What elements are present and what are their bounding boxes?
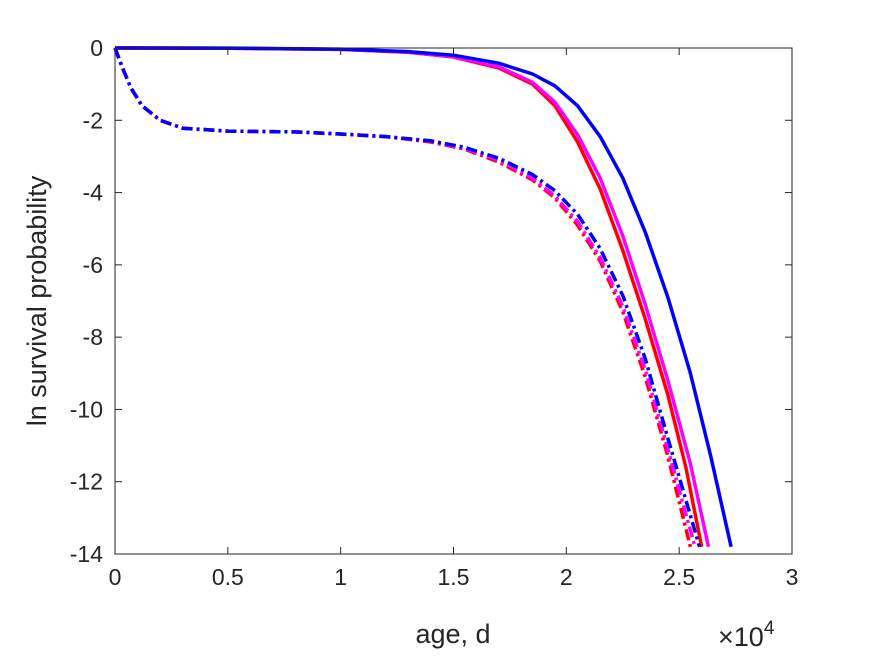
- x-tick-label-1: 0.5: [212, 564, 244, 590]
- y-tick-label-5: -10: [70, 396, 103, 422]
- x-tick-label-4: 2: [560, 564, 573, 590]
- series-line-6-dashdot: [113, 47, 702, 548]
- x-tick-label-5: 2.5: [663, 564, 695, 590]
- y-axis-label: ln survival probability: [22, 175, 52, 426]
- x-exponent-base: ×10: [718, 622, 764, 652]
- x-tick-label-2: 1: [334, 564, 347, 590]
- tick-layer: 0 0.5 1 1.5 2 2.5 3 0 -2 -4 -6 -8 -10 -12 -14: [70, 35, 799, 590]
- y-tick-label-4: -8: [83, 324, 103, 350]
- x-axis-label: age, d: [415, 619, 490, 649]
- x-tick-label-6: 3: [786, 564, 799, 590]
- series-line-3-solid: [114, 46, 733, 548]
- series-layer: [113, 46, 733, 548]
- y-tick-label-3: -6: [83, 252, 103, 278]
- y-tick-label-2: -4: [83, 180, 104, 206]
- x-tick-label-0: 0: [109, 564, 122, 590]
- x-tick-label-3: 1.5: [438, 564, 470, 590]
- x-exponent-power: 4: [764, 618, 775, 639]
- y-tick-label-1: -2: [83, 107, 103, 133]
- y-tick-label-7: -14: [70, 541, 103, 567]
- plot-area: [115, 48, 792, 554]
- y-tick-label-6: -12: [70, 469, 103, 495]
- y-tick-label-0: 0: [90, 35, 103, 61]
- x-exponent: ×104: [718, 618, 775, 652]
